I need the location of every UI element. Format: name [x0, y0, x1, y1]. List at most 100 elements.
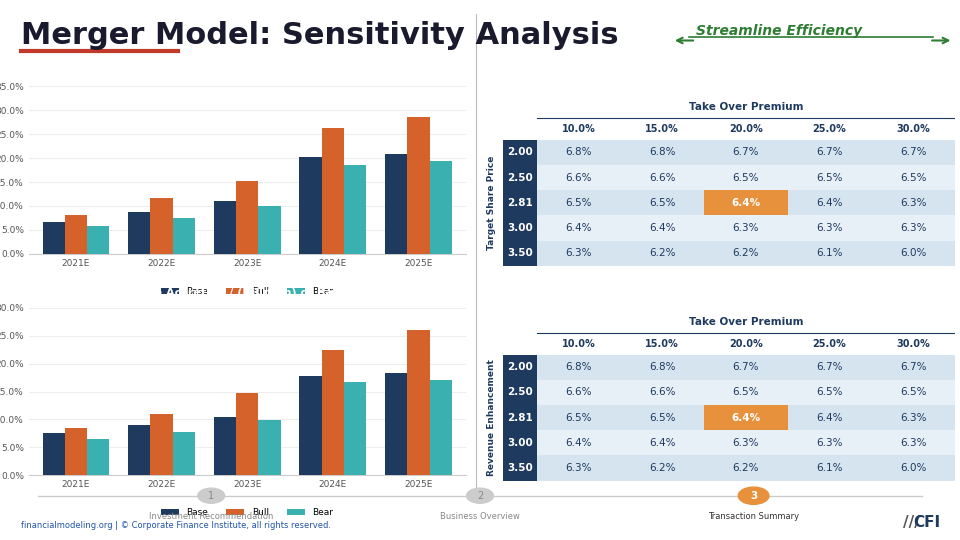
Text: 6.5%: 6.5%: [732, 388, 759, 397]
Text: EPS Accretion / (Dilution) of Base Case: EPS Accretion / (Dilution) of Base Case: [34, 66, 276, 76]
Text: Cash Flow per Share Accretion / (Dilution) of Base Case: Cash Flow per Share Accretion / (Dilutio…: [34, 288, 381, 298]
Bar: [503, 430, 955, 455]
Text: 15.0%: 15.0%: [645, 339, 679, 349]
Bar: [64, 214, 87, 254]
Text: 6.3%: 6.3%: [732, 438, 759, 448]
Text: Implied Share Price Change (Base Case): Implied Share Price Change (Base Case): [491, 295, 727, 305]
Bar: [503, 215, 955, 240]
Text: 6.5%: 6.5%: [649, 413, 676, 423]
Text: 6.1%: 6.1%: [816, 463, 843, 473]
Bar: [385, 154, 407, 254]
Text: 6.6%: 6.6%: [565, 388, 591, 397]
Text: 10.0%: 10.0%: [562, 339, 595, 349]
Bar: [322, 350, 344, 475]
Bar: [430, 161, 452, 254]
Bar: [704, 405, 788, 430]
Text: 1: 1: [208, 491, 214, 501]
Text: 15.0%: 15.0%: [645, 124, 679, 134]
Text: 6.7%: 6.7%: [816, 147, 843, 157]
Text: 6.3%: 6.3%: [732, 223, 759, 233]
Text: 6.5%: 6.5%: [900, 388, 926, 397]
Bar: [87, 440, 109, 475]
Text: 6.6%: 6.6%: [565, 173, 591, 183]
Text: 6.0%: 6.0%: [900, 248, 926, 258]
Bar: [64, 428, 87, 475]
Bar: [258, 420, 280, 475]
Text: 6.4%: 6.4%: [816, 413, 843, 423]
Text: 6.4%: 6.4%: [732, 198, 760, 208]
Text: 6.7%: 6.7%: [816, 362, 843, 372]
Text: CFI: CFI: [914, 515, 941, 530]
Bar: [173, 431, 195, 475]
Text: 25.0%: 25.0%: [813, 339, 847, 349]
Bar: [503, 355, 955, 380]
Bar: [503, 405, 955, 430]
Text: 6.3%: 6.3%: [816, 223, 843, 233]
Bar: [503, 190, 955, 215]
Bar: [236, 181, 258, 254]
Text: 6.2%: 6.2%: [732, 463, 759, 473]
Bar: [300, 376, 322, 475]
Text: 3: 3: [750, 491, 757, 501]
Bar: [503, 165, 537, 190]
Text: 6.3%: 6.3%: [565, 248, 591, 258]
Bar: [128, 425, 151, 475]
Bar: [503, 240, 955, 266]
Bar: [503, 240, 537, 266]
Text: 6.4%: 6.4%: [816, 198, 843, 208]
Bar: [503, 355, 537, 380]
Text: 3.00: 3.00: [507, 223, 533, 233]
Bar: [87, 226, 109, 254]
Text: 2.00: 2.00: [507, 362, 533, 372]
Text: 6.8%: 6.8%: [649, 147, 676, 157]
Bar: [503, 455, 955, 481]
Bar: [503, 380, 537, 405]
Bar: [128, 212, 151, 254]
Text: 2: 2: [477, 491, 483, 501]
Text: 30.0%: 30.0%: [897, 339, 930, 349]
Text: Merger Model: Sensitivity Analysis: Merger Model: Sensitivity Analysis: [21, 21, 619, 50]
Text: Revenue Enhancement: Revenue Enhancement: [487, 359, 495, 476]
Bar: [407, 330, 430, 475]
Bar: [385, 373, 407, 475]
Bar: [236, 393, 258, 475]
Text: 6.3%: 6.3%: [816, 438, 843, 448]
Bar: [300, 157, 322, 254]
Bar: [151, 198, 173, 254]
Text: 6.5%: 6.5%: [649, 198, 676, 208]
Text: 6.4%: 6.4%: [649, 223, 676, 233]
Text: 3.00: 3.00: [507, 438, 533, 448]
Bar: [151, 414, 173, 475]
Text: 3.50: 3.50: [507, 463, 533, 473]
Text: 6.3%: 6.3%: [900, 413, 926, 423]
Bar: [407, 118, 430, 254]
Text: 6.5%: 6.5%: [900, 173, 926, 183]
Text: 6.7%: 6.7%: [900, 147, 926, 157]
Text: Target Share Price: Target Share Price: [487, 156, 495, 250]
Text: 6.2%: 6.2%: [732, 248, 759, 258]
Text: Streamline Efficiency: Streamline Efficiency: [696, 24, 862, 38]
Text: 6.4%: 6.4%: [565, 438, 591, 448]
Bar: [42, 433, 64, 475]
Text: Transaction Summary: Transaction Summary: [708, 512, 799, 521]
Text: 25.0%: 25.0%: [813, 124, 847, 134]
Text: 6.0%: 6.0%: [900, 463, 926, 473]
Bar: [503, 380, 955, 405]
Text: 6.5%: 6.5%: [732, 173, 759, 183]
Bar: [173, 218, 195, 254]
Text: 2.81: 2.81: [507, 198, 533, 208]
Text: financialmodeling.org | © Corporate Finance Institute, all rights reserved.: financialmodeling.org | © Corporate Fina…: [21, 521, 331, 530]
Text: 6.5%: 6.5%: [816, 173, 843, 183]
Text: 6.4%: 6.4%: [565, 223, 591, 233]
Bar: [503, 215, 537, 240]
Bar: [503, 430, 537, 455]
Text: 6.2%: 6.2%: [649, 463, 676, 473]
Text: 2.50: 2.50: [507, 388, 533, 397]
Text: 6.5%: 6.5%: [565, 198, 591, 208]
Bar: [258, 206, 280, 254]
Text: 6.5%: 6.5%: [565, 413, 591, 423]
Text: 6.7%: 6.7%: [900, 362, 926, 372]
Bar: [214, 417, 236, 475]
Text: 6.2%: 6.2%: [649, 248, 676, 258]
Text: 6.8%: 6.8%: [649, 362, 676, 372]
